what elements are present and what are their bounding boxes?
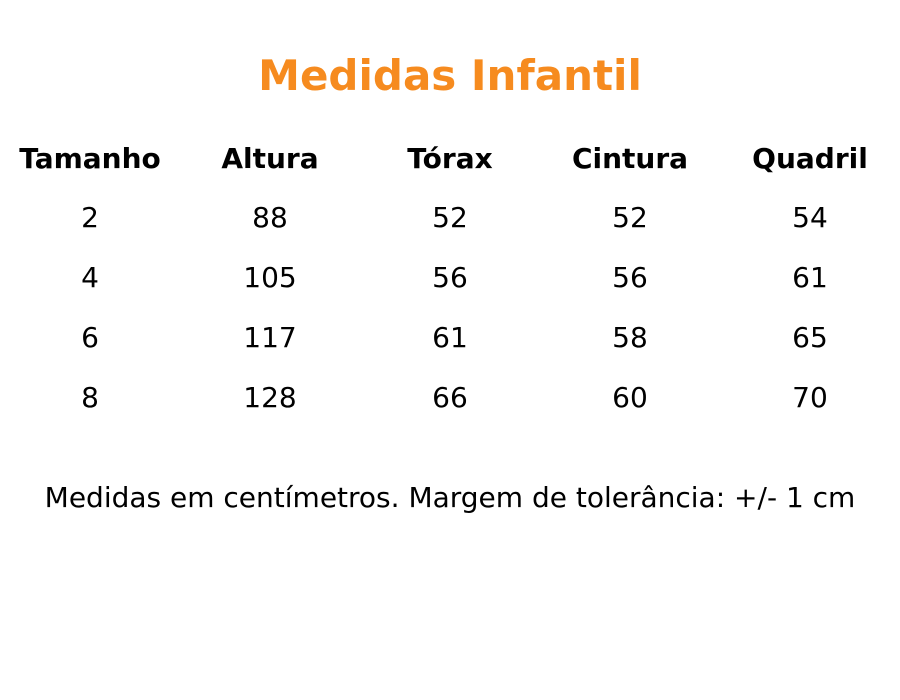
table-cell: 56	[612, 261, 648, 294]
table-cell: 117	[243, 321, 297, 354]
table-cell: 66	[432, 381, 468, 414]
table-cell: 52	[432, 201, 468, 234]
column-header: Cintura	[571, 142, 689, 175]
table-cell: 61	[792, 261, 828, 294]
table-cell: 58	[612, 321, 648, 354]
table-cell: 4	[81, 261, 99, 294]
table-cell: 2	[81, 201, 99, 234]
table-cell: 88	[252, 201, 288, 234]
table-cell: 105	[243, 261, 297, 294]
table-cell: 61	[432, 321, 468, 354]
table-cell: 70	[792, 381, 828, 414]
column-header: Altura	[221, 142, 319, 175]
column-header: Tórax	[407, 142, 493, 175]
table-cell: 52	[612, 201, 648, 234]
table-cell: 54	[792, 201, 828, 234]
table-cell: 56	[432, 261, 468, 294]
footnote: Medidas em centímetros. Margem de tolerâ…	[44, 481, 856, 514]
table-cell: 8	[81, 381, 99, 414]
table-cell: 60	[612, 381, 648, 414]
column-header: Tamanho	[19, 142, 161, 175]
table-cell: 128	[243, 381, 297, 414]
title: Medidas Infantil	[258, 51, 642, 100]
table-cell: 65	[792, 321, 828, 354]
column-header: Quadril	[752, 142, 868, 175]
table-cell: 6	[81, 321, 99, 354]
